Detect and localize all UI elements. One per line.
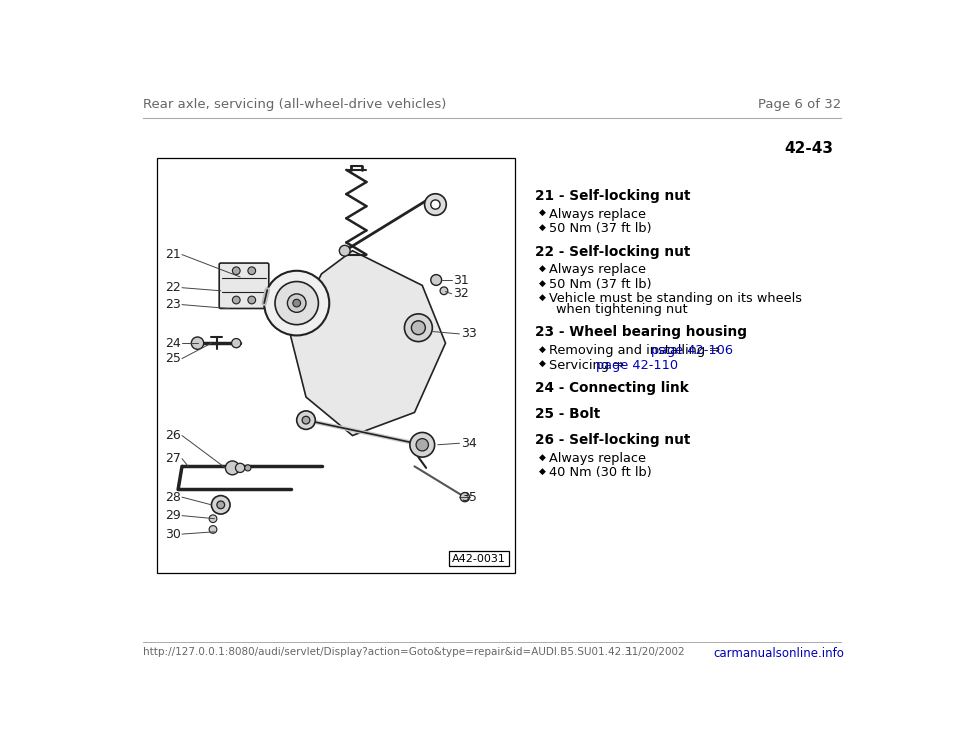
Text: 25: 25 xyxy=(165,352,180,365)
Text: Always replace: Always replace xyxy=(548,263,645,276)
Circle shape xyxy=(424,194,446,215)
Circle shape xyxy=(404,314,432,341)
Text: 21: 21 xyxy=(165,248,180,261)
Text: 50 Nm (37 ft lb): 50 Nm (37 ft lb) xyxy=(548,223,651,235)
Circle shape xyxy=(217,501,225,509)
Circle shape xyxy=(275,281,319,325)
Circle shape xyxy=(248,296,255,304)
Text: when tightening nut: when tightening nut xyxy=(557,303,688,316)
Text: ◆: ◆ xyxy=(539,453,545,462)
Text: 34: 34 xyxy=(461,437,476,450)
Text: ◆: ◆ xyxy=(539,223,545,232)
Text: 27: 27 xyxy=(165,452,180,465)
Circle shape xyxy=(339,246,350,256)
Circle shape xyxy=(248,267,255,275)
Text: 23: 23 xyxy=(165,298,180,311)
Text: 11/20/2002: 11/20/2002 xyxy=(626,647,685,657)
Text: Always replace: Always replace xyxy=(548,208,645,220)
Circle shape xyxy=(302,416,310,424)
Polygon shape xyxy=(291,251,445,436)
Text: A42-0031: A42-0031 xyxy=(452,554,506,564)
Text: 31: 31 xyxy=(453,274,468,286)
Circle shape xyxy=(191,337,204,349)
Text: ◆: ◆ xyxy=(539,467,545,476)
Circle shape xyxy=(232,267,240,275)
Text: Vehicle must be standing on its wheels: Vehicle must be standing on its wheels xyxy=(548,292,802,305)
Text: 30: 30 xyxy=(165,528,180,541)
Circle shape xyxy=(297,411,315,430)
Text: Page 6 of 32: Page 6 of 32 xyxy=(757,98,841,111)
Text: Always replace: Always replace xyxy=(548,452,645,464)
FancyBboxPatch shape xyxy=(157,158,516,573)
Circle shape xyxy=(231,338,241,348)
FancyBboxPatch shape xyxy=(448,551,509,566)
Circle shape xyxy=(209,525,217,533)
Circle shape xyxy=(440,287,447,295)
Text: 24: 24 xyxy=(165,337,180,349)
Text: 21 - Self-locking nut: 21 - Self-locking nut xyxy=(535,189,690,203)
Text: page 42-106: page 42-106 xyxy=(651,344,733,357)
Text: 50 Nm (37 ft lb): 50 Nm (37 ft lb) xyxy=(548,278,651,291)
Text: 24 - Connecting link: 24 - Connecting link xyxy=(535,381,688,395)
Text: ◆: ◆ xyxy=(539,209,545,217)
Circle shape xyxy=(211,496,230,514)
Circle shape xyxy=(431,275,442,286)
Text: carmanualsonline.info: carmanualsonline.info xyxy=(713,647,845,660)
Text: http://127.0.0.1:8080/audi/servlet/Display?action=Goto&type=repair&id=AUDI.B5.SU: http://127.0.0.1:8080/audi/servlet/Displ… xyxy=(143,647,632,657)
Text: ◆: ◆ xyxy=(539,293,545,302)
Circle shape xyxy=(431,200,440,209)
Text: 35: 35 xyxy=(461,490,477,504)
Circle shape xyxy=(410,433,435,457)
Text: Removing and installing ⇒: Removing and installing ⇒ xyxy=(548,344,724,357)
Text: 25 - Bolt: 25 - Bolt xyxy=(535,407,600,421)
Text: Rear axle, servicing (all-wheel-drive vehicles): Rear axle, servicing (all-wheel-drive ve… xyxy=(143,98,446,111)
Circle shape xyxy=(460,493,469,502)
Text: 40 Nm (30 ft lb): 40 Nm (30 ft lb) xyxy=(548,466,651,479)
Text: ◆: ◆ xyxy=(539,264,545,273)
Text: 26 - Self-locking nut: 26 - Self-locking nut xyxy=(535,433,690,447)
Text: 26: 26 xyxy=(165,429,180,442)
Text: Servicing ⇒: Servicing ⇒ xyxy=(548,358,628,372)
Text: 29: 29 xyxy=(165,509,180,522)
Text: 22: 22 xyxy=(165,281,180,294)
Circle shape xyxy=(412,321,425,335)
Circle shape xyxy=(235,463,245,473)
Circle shape xyxy=(209,515,217,522)
Circle shape xyxy=(264,271,329,335)
Circle shape xyxy=(245,464,251,471)
Text: 33: 33 xyxy=(461,327,476,341)
Text: 32: 32 xyxy=(453,287,468,301)
Circle shape xyxy=(416,439,428,451)
Text: 28: 28 xyxy=(165,490,180,504)
Text: 42-43: 42-43 xyxy=(784,142,834,157)
Text: ◆: ◆ xyxy=(539,345,545,354)
Text: 23 - Wheel bearing housing: 23 - Wheel bearing housing xyxy=(535,326,747,339)
Circle shape xyxy=(287,294,306,312)
Text: ◆: ◆ xyxy=(539,278,545,287)
Circle shape xyxy=(232,296,240,304)
FancyBboxPatch shape xyxy=(219,263,269,309)
Text: page 42-110: page 42-110 xyxy=(596,358,678,372)
Circle shape xyxy=(226,461,239,475)
Text: ◆: ◆ xyxy=(539,359,545,368)
Circle shape xyxy=(293,299,300,307)
Text: 22 - Self-locking nut: 22 - Self-locking nut xyxy=(535,245,690,258)
